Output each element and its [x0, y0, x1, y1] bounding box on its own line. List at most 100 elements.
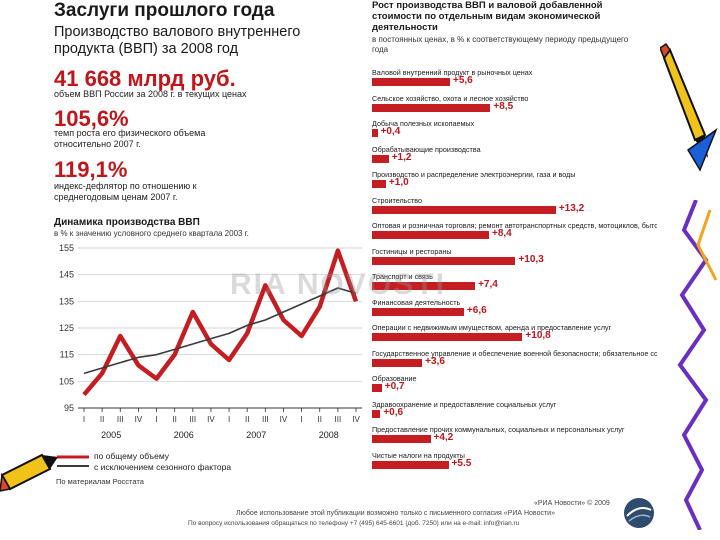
bar-category-label: Оптовая и розничная торговля; ремонт авт…	[372, 221, 657, 230]
pencil-bottom-icon	[0, 453, 58, 492]
bar-value-label: +5,6	[453, 75, 473, 86]
x-tick-label: III	[262, 415, 269, 424]
footer-usage: Любое использование этой публикации возм…	[236, 510, 555, 517]
bar	[372, 435, 431, 443]
bar-category-label: Государственное управление и обеспечение…	[372, 348, 657, 358]
bar	[372, 256, 516, 265]
bar-value-label: +8,5	[493, 100, 514, 112]
kpi-growth-value: 105,6%	[54, 106, 129, 131]
x-tick-label: I	[300, 415, 302, 424]
kpi-deflator-value: 119,1%	[54, 157, 128, 182]
x-tick-label: II	[245, 415, 249, 424]
bar-value-label: +13,2	[558, 202, 585, 214]
y-tick-label: 145	[59, 270, 74, 280]
y-tick-label: 155	[59, 243, 74, 253]
x-tick-label: IV	[207, 415, 215, 424]
bar	[372, 103, 491, 112]
watermark: RIA NOVOSTI	[230, 268, 446, 301]
bar-value-label: +4,2	[433, 432, 454, 443]
bar-category-label: Строительство	[372, 195, 423, 205]
x-tick-label: IV	[280, 415, 288, 424]
bar	[372, 409, 381, 418]
x-tick-label: I	[228, 415, 230, 424]
bar	[372, 129, 378, 137]
bar-category-label: Чистые налоги на продукты	[372, 450, 465, 460]
bar-value-label: +6,6	[466, 304, 487, 316]
bar	[372, 333, 523, 341]
bar-category-label: Добыча полезных ископаемых	[372, 119, 475, 128]
kpi-growth-desc: темп роста его физического объема относи…	[54, 128, 206, 149]
bar-value-label: +3,6	[425, 355, 445, 367]
y-tick-label: 135	[59, 296, 74, 306]
x-tick-label: III	[335, 415, 342, 424]
line-chart-subtitle: в % к значению условного среднего кварта…	[54, 229, 249, 238]
bar	[372, 231, 489, 239]
bar	[372, 358, 423, 367]
kpi-gdp-value: 41 668 млрд руб.	[54, 66, 236, 91]
bar-value-label: +0,6	[383, 406, 404, 418]
bar	[372, 460, 449, 469]
kpi-gdp-desc: объем ВВП России за 2008 г. в текущих це…	[54, 89, 247, 99]
bar-category-label: Гостиницы и рестораны	[372, 246, 452, 256]
x-tick-label: III	[189, 415, 196, 424]
source-note: По материалам Росстата	[56, 477, 144, 486]
bar-chart: Валовой внутренний продукт в рыночных це…	[372, 68, 662, 488]
footer-contact: По вопросу использования обращаться по т…	[188, 520, 520, 527]
bar-category-label: Здравоохранение и предоставление социаль…	[372, 399, 557, 409]
bar	[372, 78, 450, 86]
x-tick-label: II	[318, 415, 322, 424]
year-label: 2005	[101, 430, 121, 440]
legend-label-total: по общему объему	[94, 451, 170, 461]
bar	[372, 282, 476, 290]
year-label: 2006	[174, 430, 194, 440]
y-tick-label: 95	[64, 403, 74, 413]
ria-logo-icon	[624, 498, 654, 528]
zigzag-decoration-icon	[677, 200, 718, 530]
year-label: 2008	[319, 430, 339, 440]
bar-value-label: +7,4	[478, 279, 498, 290]
bar-chart-title: Рост производства ВВП и валовой добавлен…	[372, 0, 603, 33]
x-tick-label: IV	[135, 415, 143, 424]
line-chart-title: Динамика производства ВВП	[54, 217, 200, 228]
bar	[372, 307, 464, 316]
bar	[372, 205, 556, 214]
bar-category-label: Обрабатывающие производства	[372, 144, 481, 154]
series-line-seasonal	[83, 287, 357, 375]
bar-category-label: Валовой внутренний продукт в рыночных це…	[372, 68, 533, 77]
legend-swatches	[57, 455, 89, 467]
bar	[372, 180, 386, 188]
bar-category-label: Предоставление прочих коммунальных, соци…	[372, 425, 625, 434]
bar-value-label: +1,0	[388, 177, 409, 188]
series-line-total	[82, 248, 359, 397]
kpi-deflator-desc: индекс-дефлятор по отношению к среднегод…	[54, 181, 197, 202]
bar	[372, 384, 382, 392]
year-label: 2007	[246, 430, 266, 440]
bar-category-label: Финансовая деятельность	[372, 297, 461, 307]
bar-value-label: +8,4	[492, 228, 512, 239]
bar-category-label: Транспорт и связь	[372, 272, 433, 281]
x-tick-label: II	[100, 415, 104, 424]
pencil-top-icon	[660, 42, 718, 172]
bar-category-label: Сельское хозяйство, охота и лесное хозяй…	[372, 93, 529, 103]
y-tick-label: 105	[59, 376, 74, 386]
bar-chart-subtitle: в постоянных ценах, в % к соответствующе…	[372, 35, 629, 54]
bar-value-label: +10,8	[525, 330, 551, 341]
bar-value-label: +5.5	[451, 457, 472, 469]
legend-label-seasonal: с исключением сезонного фактора	[94, 462, 232, 472]
bar-category-label: Операции с недвижимым имуществом, аренда…	[372, 323, 612, 332]
x-tick-label: III	[117, 415, 124, 424]
x-tick-label: II	[172, 415, 176, 424]
x-tick-label: I	[83, 415, 85, 424]
x-tick-label: IV	[352, 415, 360, 424]
bar-value-label: +1,2	[391, 151, 412, 163]
page-title: Заслуги прошлого года	[54, 0, 275, 21]
bar-value-label: +0,4	[380, 126, 401, 137]
y-tick-label: 115	[60, 350, 74, 360]
bar-category-label: Образование	[372, 374, 417, 383]
y-tick-label: 125	[59, 323, 74, 333]
page-subtitle: Производство валового внутреннего продук…	[54, 24, 301, 57]
x-tick-label: I	[155, 415, 157, 424]
bar-category-label: Производство и распределение электроэнер…	[372, 170, 576, 179]
bar	[372, 154, 389, 163]
